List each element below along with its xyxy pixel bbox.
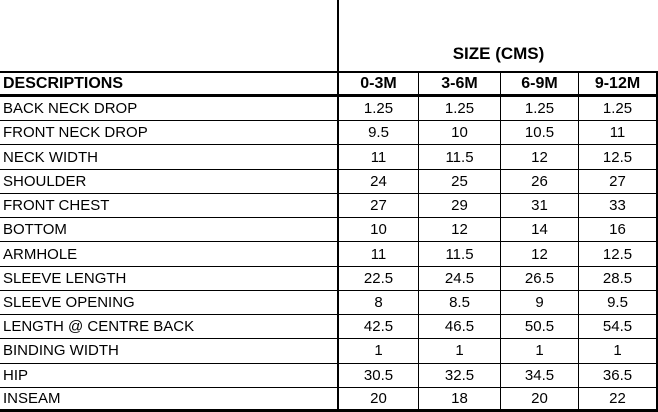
cell-value: 22.5 xyxy=(337,266,418,291)
cell-value: 12.5 xyxy=(578,145,658,170)
cell-value: 11 xyxy=(578,121,658,146)
cell-value: 20 xyxy=(500,387,578,412)
table-row: BINDING WIDTH 1 1 1 1 xyxy=(0,339,658,364)
cell-value: 1 xyxy=(337,339,418,364)
cell-value: 10.5 xyxy=(500,121,578,146)
row-label: BOTTOM xyxy=(0,218,337,243)
cell-value: 22 xyxy=(578,387,658,412)
cell-value: 12 xyxy=(500,242,578,267)
cell-value: 18 xyxy=(418,387,500,412)
cell-value: 1 xyxy=(500,339,578,364)
row-label: INSEAM xyxy=(0,388,337,412)
cell-value: 26 xyxy=(500,169,578,194)
cell-value: 42.5 xyxy=(337,315,418,340)
cell-value: 1 xyxy=(578,339,658,364)
cell-value: 9 xyxy=(500,290,578,316)
row-label: SLEEVE OPENING xyxy=(0,291,337,316)
cell-value: 1.25 xyxy=(418,97,500,122)
table-row: ARMHOLE 11 11.5 12 12.5 xyxy=(0,242,658,267)
cell-value: 25 xyxy=(418,169,500,194)
cell-value: 16 xyxy=(578,218,658,243)
column-header-3-6m: 3-6M xyxy=(418,73,500,97)
table-row: INSEAM 20 18 20 22 xyxy=(0,387,658,412)
cell-value: 12 xyxy=(500,145,578,170)
table-row: NECK WIDTH 11 11.5 12 12.5 xyxy=(0,145,658,170)
table-row: BOTTOM 10 12 14 16 xyxy=(0,218,658,243)
row-label: FRONT NECK DROP xyxy=(0,121,337,146)
table-row: HIP 30.5 32.5 34.5 36.5 xyxy=(0,363,658,388)
cell-value: 34.5 xyxy=(500,363,578,388)
cell-value: 1.25 xyxy=(337,97,418,122)
cell-value: 11.5 xyxy=(418,145,500,170)
column-header-0-3m: 0-3M xyxy=(337,73,418,97)
cell-value: 14 xyxy=(500,218,578,243)
table-row: BACK NECK DROP 1.25 1.25 1.25 1.25 xyxy=(0,97,658,122)
size-group-row: SIZE (CMS) xyxy=(0,0,658,73)
row-label: LENGTH @ CENTRE BACK xyxy=(0,315,337,340)
cell-value: 1.25 xyxy=(578,97,658,122)
row-label: ARMHOLE xyxy=(0,242,337,267)
cell-value: 27 xyxy=(578,169,658,194)
cell-value: 1 xyxy=(418,339,500,364)
row-label: BACK NECK DROP xyxy=(0,97,337,122)
cell-value: 11 xyxy=(337,145,418,170)
table-row: LENGTH @ CENTRE BACK 42.5 46.5 50.5 54.5 xyxy=(0,315,658,340)
cell-value: 27 xyxy=(337,193,418,219)
cell-value: 33 xyxy=(578,193,658,219)
column-header-9-12m: 9-12M xyxy=(578,73,658,97)
column-header-6-9m: 6-9M xyxy=(500,73,578,97)
row-label: FRONT CHEST xyxy=(0,194,337,219)
table-row: FRONT NECK DROP 9.5 10 10.5 11 xyxy=(0,121,658,146)
cell-value: 8.5 xyxy=(418,290,500,316)
cell-value: 32.5 xyxy=(418,363,500,388)
cell-value: 20 xyxy=(337,387,418,412)
row-label: BINDING WIDTH xyxy=(0,339,337,364)
table-row: FRONT CHEST 27 29 31 33 xyxy=(0,193,658,219)
cell-value: 50.5 xyxy=(500,315,578,340)
cell-value: 54.5 xyxy=(578,315,658,340)
row-label: NECK WIDTH xyxy=(0,145,337,170)
row-label: SHOULDER xyxy=(0,170,337,194)
descriptions-header: DESCRIPTIONS xyxy=(0,73,337,97)
cell-value: 24 xyxy=(337,169,418,194)
table-row: SLEEVE LENGTH 22.5 24.5 26.5 28.5 xyxy=(0,266,658,291)
cell-value: 11 xyxy=(337,242,418,267)
cell-value: 1.25 xyxy=(500,97,578,122)
cell-value: 10 xyxy=(418,121,500,146)
cell-value: 9.5 xyxy=(337,121,418,146)
cell-value: 30.5 xyxy=(337,363,418,388)
cell-value: 29 xyxy=(418,193,500,219)
column-header-row: DESCRIPTIONS 0-3M 3-6M 6-9M 9-12M xyxy=(0,73,658,97)
cell-value: 8 xyxy=(337,290,418,316)
cell-value: 36.5 xyxy=(578,363,658,388)
row-label: HIP xyxy=(0,364,337,388)
cell-value: 46.5 xyxy=(418,315,500,340)
empty-corner-cell xyxy=(0,0,337,73)
row-label: SLEEVE LENGTH xyxy=(0,267,337,291)
cell-value: 28.5 xyxy=(578,266,658,291)
cell-value: 9.5 xyxy=(578,290,658,316)
cell-value: 11.5 xyxy=(418,242,500,267)
cell-value: 26.5 xyxy=(500,266,578,291)
table-row: SHOULDER 24 25 26 27 xyxy=(0,169,658,194)
size-group-title: SIZE (CMS) xyxy=(337,0,658,73)
cell-value: 10 xyxy=(337,218,418,243)
cell-value: 24.5 xyxy=(418,266,500,291)
cell-value: 31 xyxy=(500,193,578,219)
table-row: SLEEVE OPENING 8 8.5 9 9.5 xyxy=(0,290,658,316)
cell-value: 12 xyxy=(418,218,500,243)
cell-value: 12.5 xyxy=(578,242,658,267)
